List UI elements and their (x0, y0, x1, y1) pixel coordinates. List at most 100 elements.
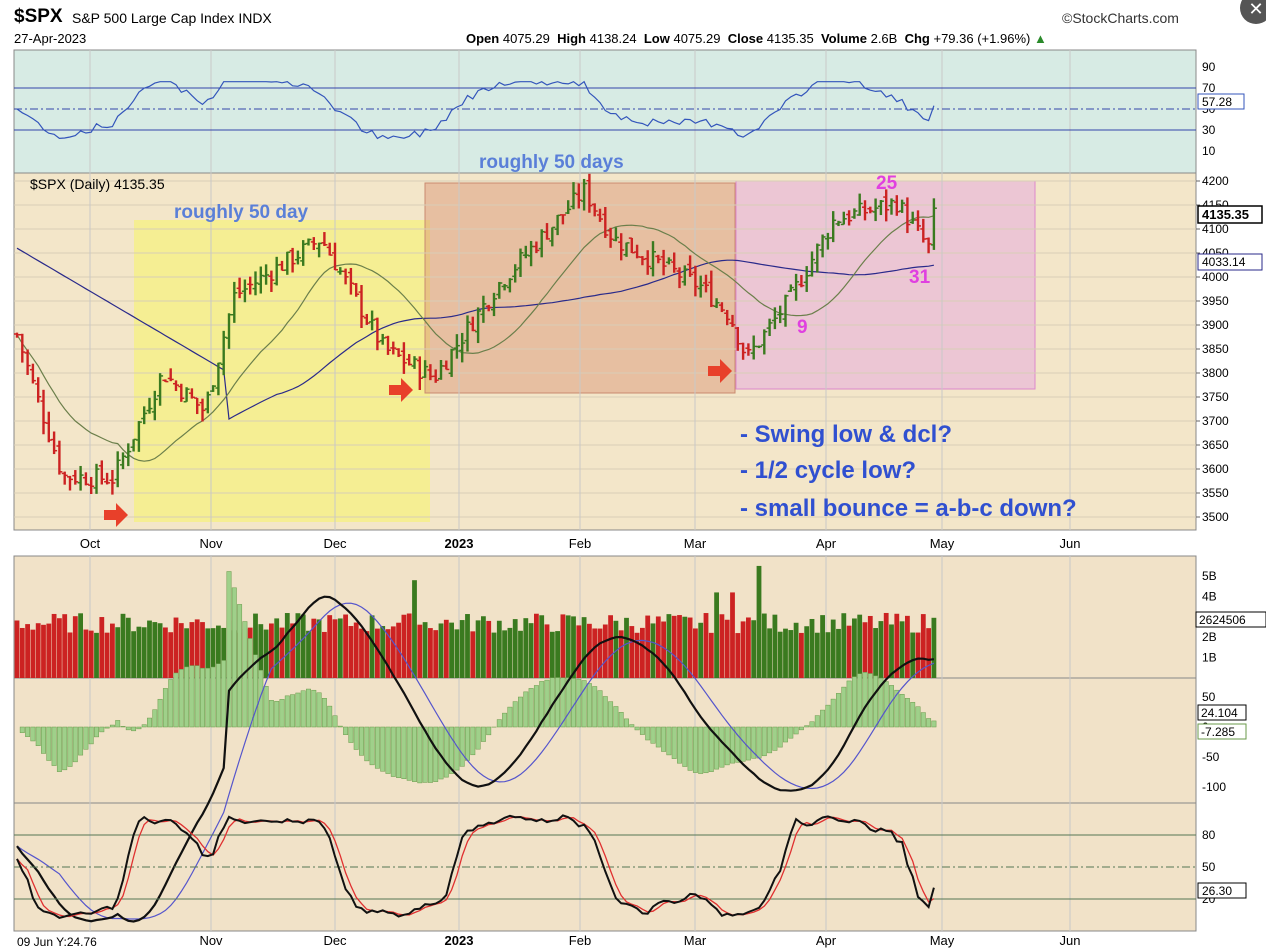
volume-bar (926, 628, 931, 678)
price-tick-label: 3500 (1202, 510, 1229, 524)
macd-hist-bar (321, 698, 327, 728)
macd-hist-bar (862, 672, 868, 728)
macd-hist-bar (30, 726, 36, 742)
macd-hist-bar (533, 685, 539, 728)
volume-bars: 1B2B3B4B5B (14, 565, 1217, 678)
macd-hist-bar (465, 726, 470, 761)
macd-hist-bar (650, 726, 656, 744)
macd-hist-bar (449, 726, 455, 774)
macd-hist-bar (147, 717, 152, 728)
macd-hist-bar (459, 726, 465, 767)
arrow-icon (104, 503, 128, 527)
volume-tick-label: 1B (1202, 651, 1217, 665)
price-tick-label: 4000 (1202, 270, 1229, 284)
macd-hist-bar (655, 726, 661, 748)
macd-hist-bar (703, 726, 709, 774)
volume-bar (194, 619, 200, 678)
macd-hist-bar (745, 726, 751, 761)
price-tick-label: 4100 (1202, 222, 1229, 236)
rsi-tick-label: 30 (1202, 123, 1216, 137)
month-label: Dec (323, 536, 347, 551)
close-value: 4135.35 (766, 31, 814, 46)
volume-bar (279, 627, 285, 678)
volume-bar (899, 621, 905, 678)
chg-value: +79.36 (+1.96%) (933, 31, 1031, 46)
macd-hist-bar (35, 726, 41, 746)
grid-lines (14, 50, 1196, 931)
arrow-icon (389, 378, 413, 402)
volume-bar (385, 629, 391, 678)
volume-bar (730, 592, 735, 678)
volume-bar (873, 628, 878, 678)
volume-bar (353, 622, 359, 678)
volume-bar (597, 628, 603, 678)
volume-bar (390, 626, 396, 678)
volume-bar (433, 630, 439, 678)
rsi-tick-label: 10 (1202, 144, 1216, 158)
volume-bar (783, 628, 788, 678)
macd-hist-bar (364, 726, 370, 762)
volume-bar (348, 626, 354, 678)
bullet-1: - Swing low & dcl? (740, 421, 952, 448)
volume-bar (735, 633, 741, 678)
volume-bar (152, 622, 158, 678)
macd-hist-bar (634, 726, 640, 731)
close-tag-text: 4135.35 (1202, 207, 1249, 222)
macd-hist-bar (809, 721, 815, 728)
macd-hist-bar (226, 571, 232, 728)
macd-hist-bar (19, 726, 25, 733)
macd-hist-bar (692, 726, 698, 773)
macd-tick-label: 50 (1202, 690, 1216, 704)
close-tag: 4135.35 (1197, 205, 1263, 224)
volume-bar (88, 630, 94, 678)
macd-hist-bar (406, 726, 412, 781)
macd-hist-bar (735, 726, 741, 763)
month-label-bottom: 2023 (445, 933, 474, 948)
volume-bar (163, 627, 168, 678)
macd-hist-bar (109, 724, 115, 728)
volume-bar (216, 625, 221, 678)
volume-bar (141, 627, 147, 678)
month-axis: Oct Nov Nov Dec Dec 2023 2023 Feb Feb Mar Mar Apr Ap… (80, 536, 1081, 948)
macd-hist-bar (846, 680, 852, 728)
volume-bar (507, 627, 513, 678)
macd-hist-bar (576, 678, 582, 728)
volume-bar (910, 632, 916, 678)
volume-bar (14, 620, 20, 678)
macd-hist-bar (115, 720, 121, 728)
volume-bar (814, 632, 820, 678)
price-axis: 3500 3550 3600 3650 3700 3750 3800 3850 3900 3950… (1196, 174, 1229, 524)
volume-bar (173, 617, 179, 678)
macd-tick-label: -50 (1202, 750, 1220, 764)
volume-bar (857, 614, 863, 678)
volume-bar (571, 616, 576, 678)
macd-hist-bar (152, 709, 158, 728)
macd-hist-bar (883, 681, 889, 728)
macd-hist-bar (910, 702, 916, 728)
macd-hist-bar (470, 726, 476, 756)
macd-hist-bar (279, 699, 285, 728)
macd-hist-bar (830, 698, 836, 728)
macd-hist-bar (518, 696, 523, 728)
macd-hist-bar (496, 719, 502, 728)
price-tick-label: 3950 (1202, 294, 1229, 308)
macd-hist-bar (94, 726, 99, 738)
macd-hist-bar (783, 726, 788, 743)
macd-hist-bar (67, 726, 73, 767)
macd-hist-bar (343, 726, 349, 735)
volume-bar (322, 631, 327, 678)
volume-bar (422, 622, 428, 678)
macd-hist-bar (253, 654, 258, 728)
volume-bar (491, 632, 497, 678)
price-tick-label: 3750 (1202, 390, 1229, 404)
volume-bar (661, 621, 666, 678)
stoch-tick-label: 50 (1202, 860, 1216, 874)
macd-hist-bar (671, 726, 677, 759)
volume-tick-label: 4B (1202, 589, 1217, 603)
macd-tick-label: -100 (1202, 780, 1226, 794)
macd-hist-bar (72, 726, 78, 763)
macd-hist-bar (162, 688, 168, 728)
volume-bar (836, 628, 841, 678)
macd-hist-bar (327, 705, 333, 728)
volume-bar (539, 615, 545, 678)
